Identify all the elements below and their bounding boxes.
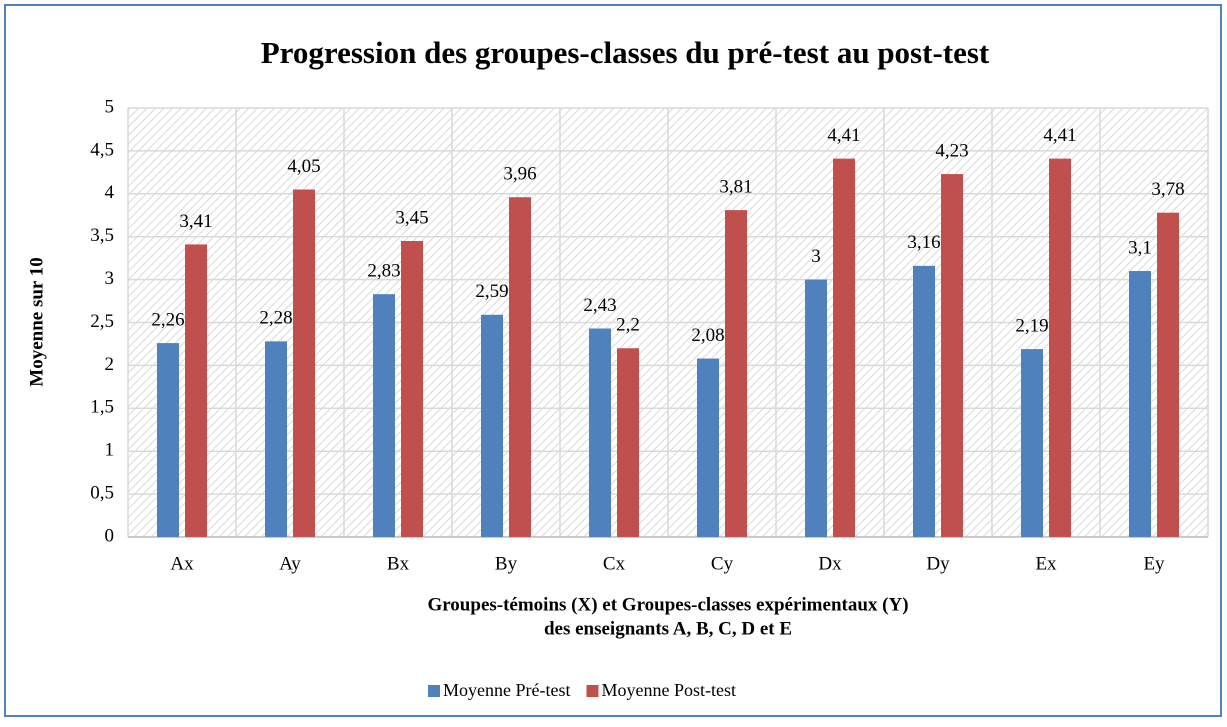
data-label: 3,81 bbox=[719, 176, 752, 197]
y-tick-label: 0,5 bbox=[90, 482, 114, 503]
bar bbox=[725, 210, 747, 538]
bar bbox=[1157, 212, 1179, 537]
y-tick-label: 4 bbox=[105, 182, 115, 203]
bar bbox=[589, 328, 611, 537]
bar bbox=[833, 158, 855, 537]
y-tick-label: 5 bbox=[105, 96, 115, 117]
bar bbox=[1049, 158, 1071, 537]
data-label: 4,05 bbox=[287, 156, 320, 177]
x-tick-label: Dx bbox=[818, 553, 842, 574]
data-label: 2,08 bbox=[691, 325, 724, 346]
bar bbox=[481, 314, 503, 537]
y-axis-label: Moyenne sur 10 bbox=[26, 257, 47, 386]
y-tick-label: 4,5 bbox=[90, 139, 114, 160]
data-label: 3,78 bbox=[1151, 179, 1184, 200]
data-label: 3,1 bbox=[1128, 237, 1152, 258]
x-axis-label: des enseignants A, B, C, D et E bbox=[544, 618, 792, 639]
bar bbox=[157, 343, 179, 537]
y-tick-label: 2 bbox=[105, 354, 115, 375]
data-label: 3,16 bbox=[907, 232, 940, 253]
y-tick-label: 3,5 bbox=[90, 225, 114, 246]
data-label: 2,28 bbox=[259, 308, 292, 329]
bar bbox=[265, 341, 287, 537]
bar bbox=[1129, 271, 1151, 537]
data-label: 2,2 bbox=[616, 315, 640, 336]
bar bbox=[1021, 349, 1043, 537]
y-tick-label: 2,5 bbox=[90, 311, 114, 332]
x-tick-label: By bbox=[495, 553, 518, 574]
bar bbox=[185, 244, 207, 537]
y-tick-label: 0 bbox=[105, 525, 115, 546]
x-tick-label: Bx bbox=[387, 553, 410, 574]
bar bbox=[697, 358, 719, 537]
x-axis-label: Groupes-témoins (X) et Groupes-classes e… bbox=[427, 594, 908, 615]
data-label: 2,26 bbox=[151, 309, 184, 330]
y-tick-label: 1 bbox=[105, 440, 115, 461]
data-label: 3,96 bbox=[503, 164, 536, 185]
x-tick-label: Ex bbox=[1035, 553, 1057, 574]
y-tick-label: 1,5 bbox=[90, 397, 114, 418]
x-tick-label: Ay bbox=[279, 553, 301, 574]
bar bbox=[293, 189, 315, 537]
data-label: 3,41 bbox=[179, 211, 212, 232]
data-label: 2,59 bbox=[475, 281, 508, 302]
data-label: 4,23 bbox=[935, 140, 968, 161]
legend-swatch bbox=[586, 685, 599, 697]
data-label: 2,43 bbox=[583, 295, 616, 316]
x-tick-label: Cy bbox=[711, 553, 734, 574]
bar bbox=[913, 265, 935, 537]
x-tick-label: Ey bbox=[1143, 553, 1165, 574]
x-tick-label: Cx bbox=[603, 553, 626, 574]
bar bbox=[401, 240, 423, 538]
x-tick-label: Dy bbox=[926, 553, 950, 574]
y-tick-label: 3 bbox=[105, 268, 115, 289]
data-label: 4,41 bbox=[827, 125, 860, 146]
legend-swatch bbox=[428, 685, 440, 697]
bar bbox=[941, 174, 963, 538]
bar bbox=[805, 279, 827, 537]
bar bbox=[509, 197, 531, 537]
legend-label: Moyenne Pré-test bbox=[443, 680, 570, 700]
data-label: 3 bbox=[811, 246, 821, 267]
bar bbox=[373, 294, 395, 537]
chart-title: Progression des groupes-classes du pré-t… bbox=[261, 35, 990, 70]
data-label: 2,83 bbox=[367, 261, 400, 282]
legend-label: Moyenne Post-test bbox=[601, 680, 736, 700]
x-tick-label: Ax bbox=[170, 553, 194, 574]
data-label: 3,45 bbox=[395, 207, 428, 228]
bar bbox=[617, 348, 639, 537]
data-label: 2,19 bbox=[1015, 315, 1048, 336]
data-label: 4,41 bbox=[1043, 125, 1076, 146]
